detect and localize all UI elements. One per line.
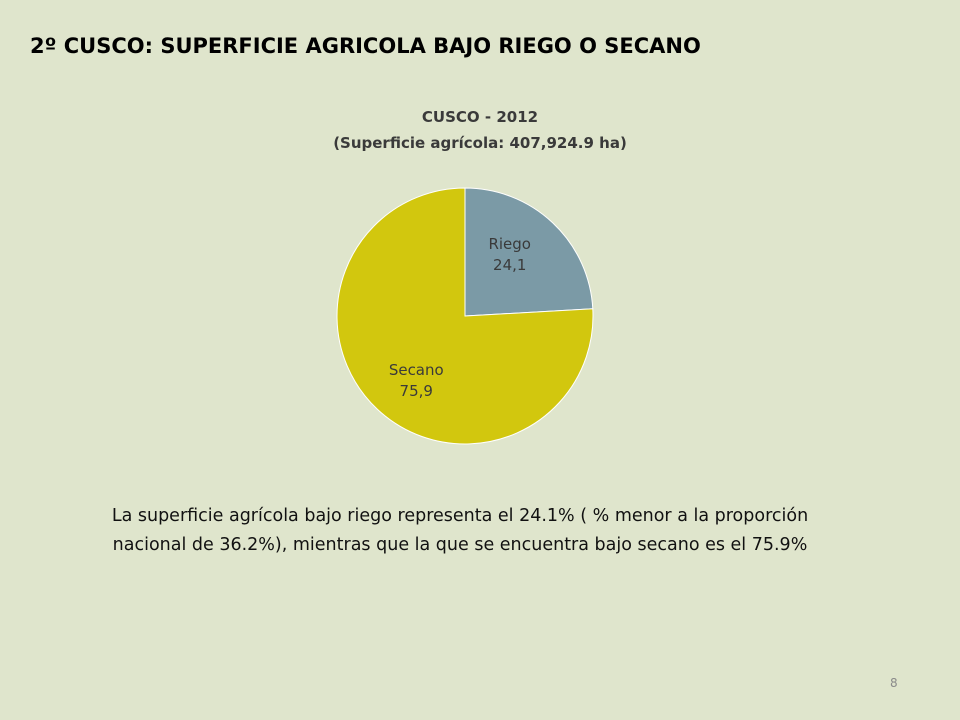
pie-value-riego: 24,1 — [493, 256, 526, 274]
chart-title-block: CUSCO - 2012 (Superficie agrícola: 407,9… — [280, 104, 680, 156]
pie-label-riego: Riego — [488, 235, 531, 253]
pie-slice-riego — [464, 187, 594, 317]
pie-slices — [336, 187, 594, 445]
description-text: La superficie agrícola bajo riego repres… — [111, 506, 809, 555]
chart-title: CUSCO - 2012 — [421, 108, 539, 126]
pie-label-secano: Secano — [389, 361, 444, 379]
pie-labels: Riego 24,1 Secano 75,9 — [389, 235, 531, 400]
chart-subtitle: (Superficie agrícola: 407,924.9 ha) — [333, 134, 627, 152]
page-number: 8 — [890, 676, 898, 690]
pie-slice-secano — [336, 187, 594, 445]
slide-title: 2º CUSCO: SUPERFICIE AGRICOLA BAJO RIEGO… — [30, 34, 701, 58]
pie-value-secano: 75,9 — [400, 382, 433, 400]
